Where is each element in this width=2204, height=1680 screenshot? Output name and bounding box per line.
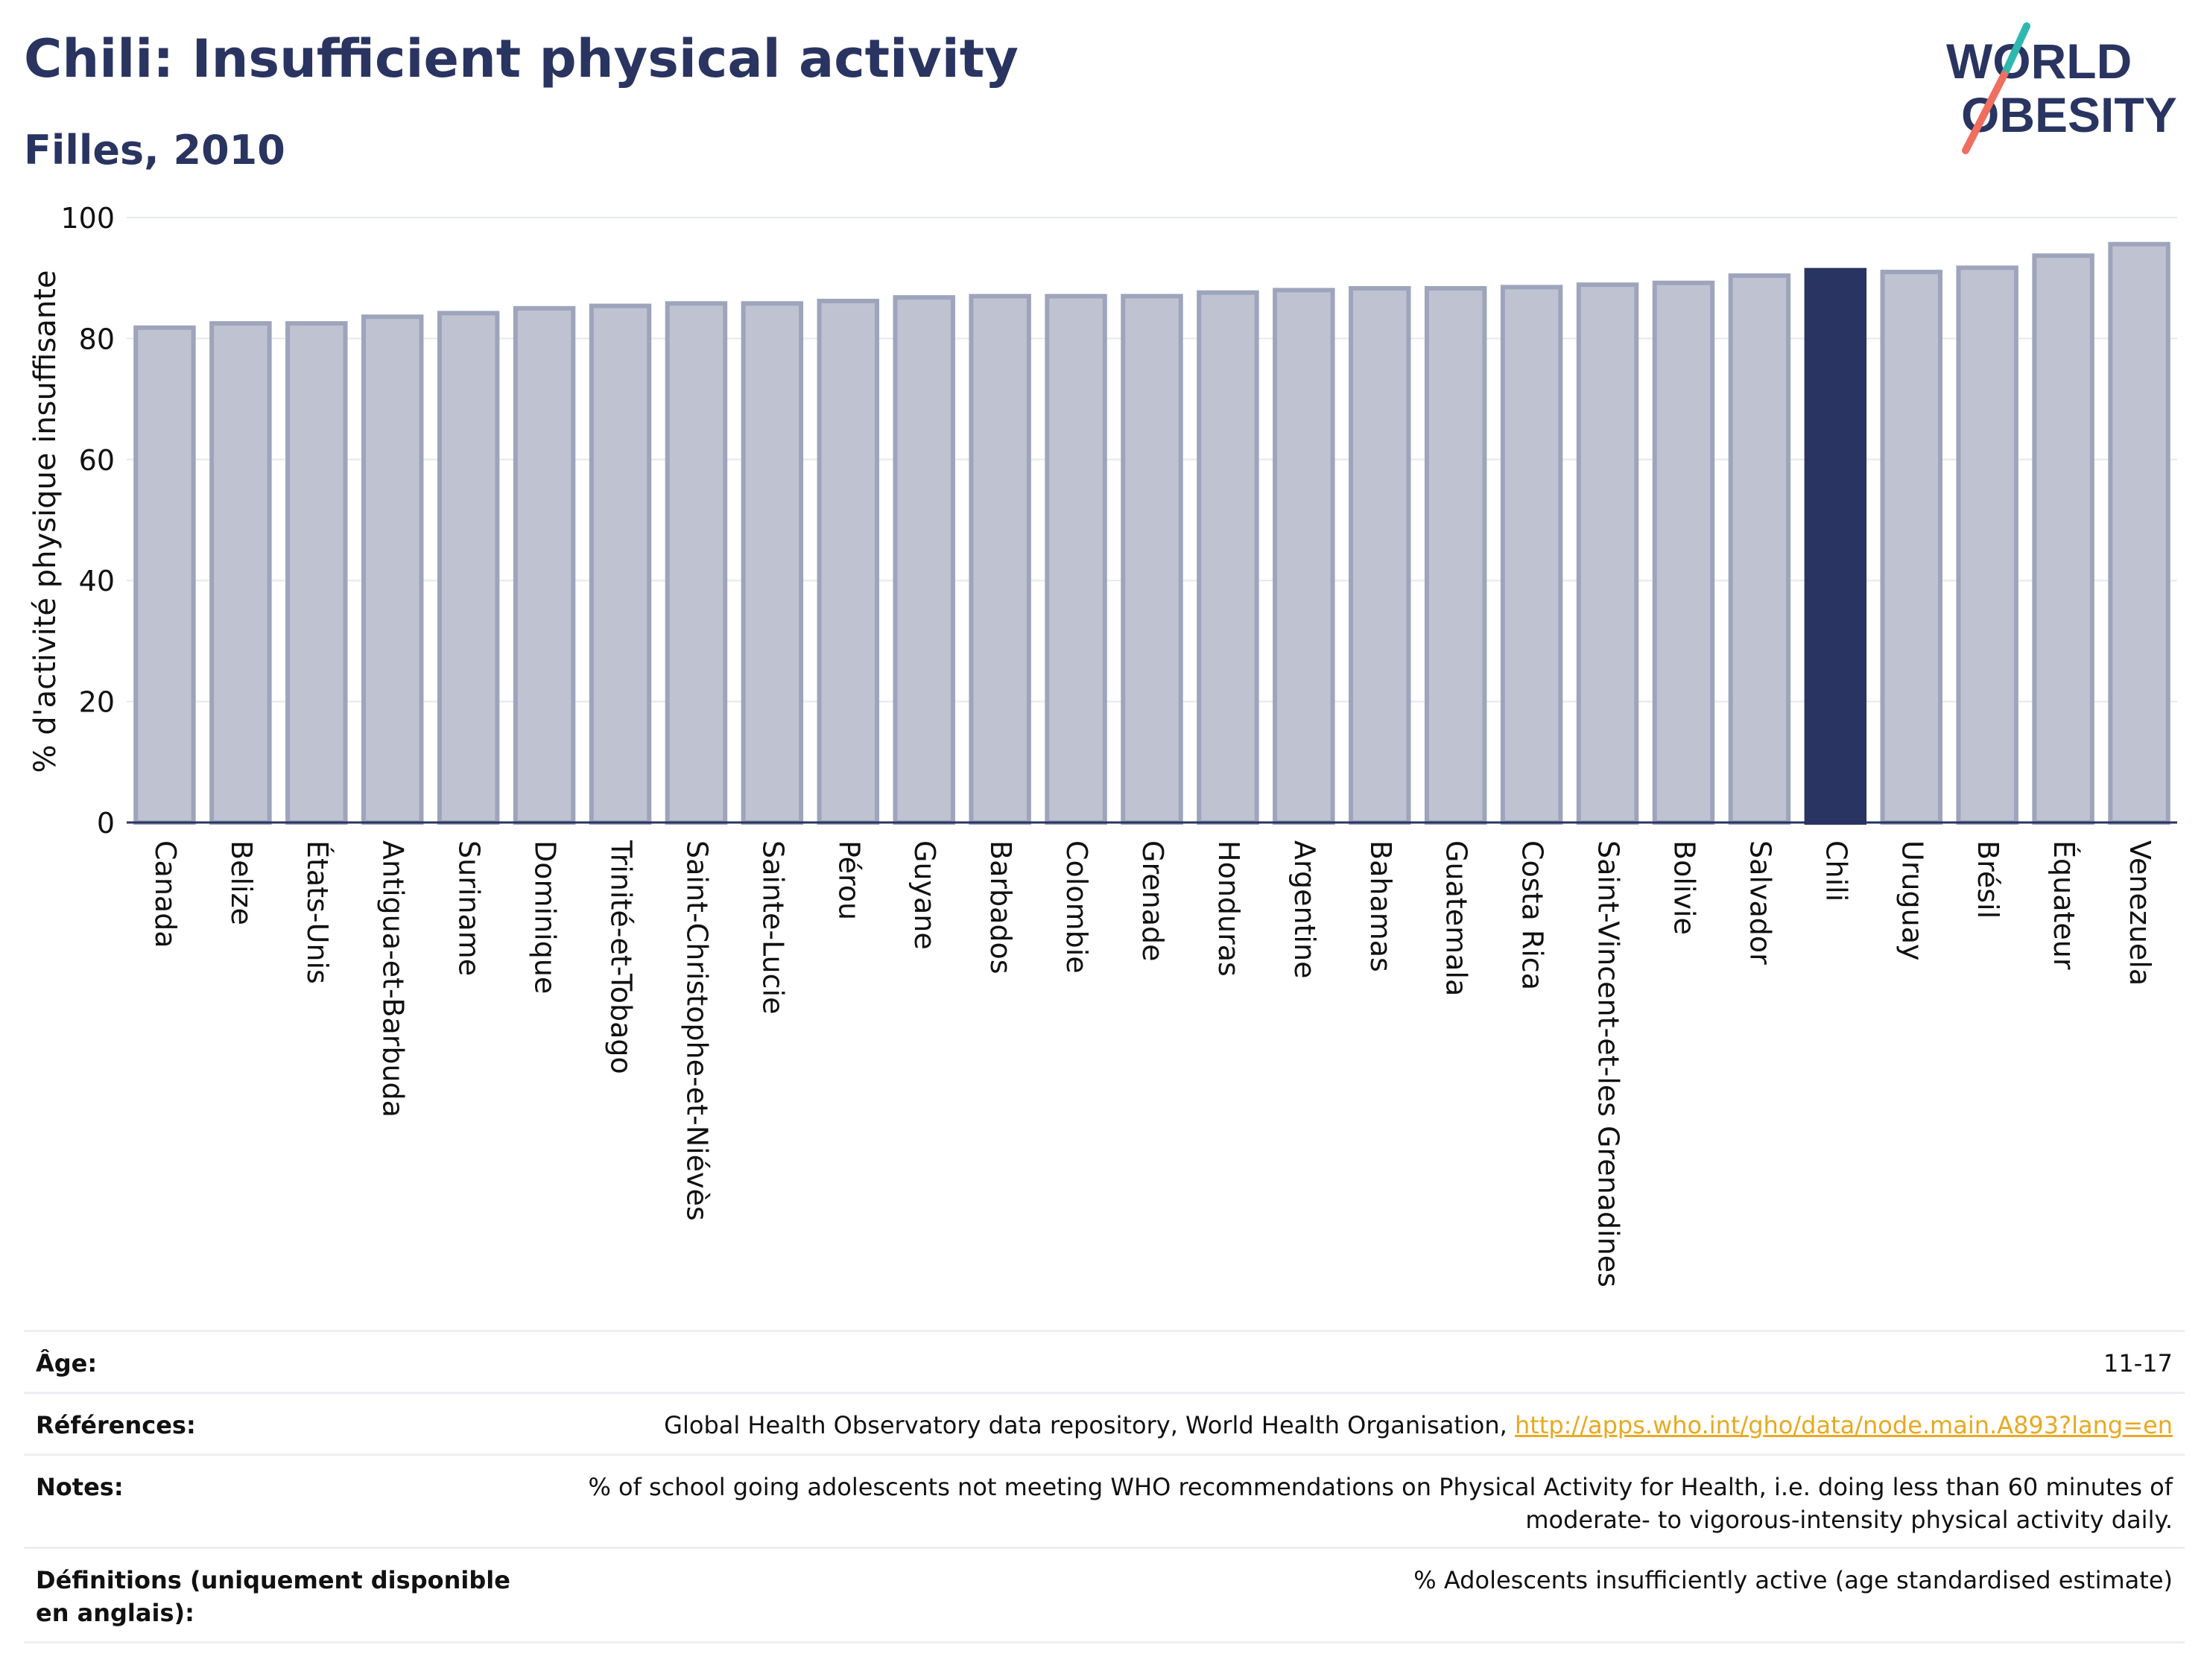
x-tick-label: Honduras xyxy=(1212,840,1245,977)
x-tick-label: Saint-Christophe-et-Niévès xyxy=(680,840,713,1221)
x-tick-label: Guyane xyxy=(908,840,941,950)
x-tick-label: Chili xyxy=(1820,840,1852,901)
x-tick-label: Belize xyxy=(225,840,258,925)
age-label: Âge: xyxy=(36,1349,98,1378)
info-row-notes: Notes: % of school going adolescents not… xyxy=(24,1454,2185,1547)
x-axis-ticks: Canada Belize États-Unis Antigua-et-Barbuda… xyxy=(149,840,2156,1287)
chart-bars xyxy=(133,241,2170,825)
references-link[interactable]: http://apps.who.int/gho/data/node.main.A… xyxy=(1514,1411,2173,1439)
y-tick-label: 20 xyxy=(79,686,115,719)
y-tick-label: 40 xyxy=(79,565,115,597)
bar-sainte-lucie xyxy=(741,301,804,825)
references-label: Références: xyxy=(36,1411,196,1439)
x-tick-label: Saint-Vincent-et-les Grenadines xyxy=(1592,840,1625,1287)
bar-canada xyxy=(133,325,196,825)
bar-venezuela xyxy=(2108,241,2170,825)
bar-grenade xyxy=(1121,294,1183,825)
y-tick-label: 60 xyxy=(79,444,115,477)
logo-line1: WORLD xyxy=(1946,34,2132,89)
bar-dominique xyxy=(513,305,576,825)
bar-bolivie xyxy=(1652,280,1715,825)
bar-belize xyxy=(209,321,272,825)
y-tick-label: 0 xyxy=(97,807,115,840)
x-tick-label: Venezuela xyxy=(2124,840,2156,986)
bar-uruguay xyxy=(1880,270,1942,825)
bar-argentine xyxy=(1273,288,1335,825)
definitions-label: Définitions (uniquement disponible en an… xyxy=(36,1566,510,1627)
bar--tats-unis xyxy=(285,321,348,825)
references-value: Global Health Observatory data repositor… xyxy=(571,1409,2173,1442)
bar-honduras xyxy=(1197,290,1259,825)
x-tick-label: Costa Rica xyxy=(1516,840,1549,990)
x-tick-label: Bolivie xyxy=(1668,840,1700,935)
x-tick-label: Équateur xyxy=(2048,840,2080,970)
bar--quateur xyxy=(2032,253,2094,825)
logo-slash-teal xyxy=(2001,22,2030,78)
age-value: 11-17 xyxy=(2103,1349,2173,1378)
notes-line2: moderate- to vigorous-intensity physical… xyxy=(1525,1506,2173,1534)
bar-barbados xyxy=(969,294,1031,825)
y-tick-label: 80 xyxy=(79,323,115,355)
definitions-value: % Adolescents insufficiently active (age… xyxy=(1413,1566,2173,1594)
bar-bahamas xyxy=(1349,286,1411,825)
notes-line1: % of school going adolescents not meetin… xyxy=(588,1473,2173,1501)
notes-value: % of school going adolescents not meetin… xyxy=(571,1471,2173,1536)
x-tick-label: Sainte-Lucie xyxy=(756,840,789,1014)
bar-chart: 0 20 40 60 80 100 Canada Belize États-Unis Antig… xyxy=(28,202,2177,1287)
x-tick-label: Bahamas xyxy=(1364,840,1397,972)
info-row-age: Âge: 11-17 xyxy=(24,1330,2185,1392)
x-tick-label: Salvador xyxy=(1744,840,1776,965)
logo-slash-coral xyxy=(1962,71,2008,154)
y-axis-label: % d'activité physique insuffisante xyxy=(28,270,63,773)
bar-saint-vincent-et-les-grenadines xyxy=(1576,282,1639,825)
x-tick-label: États-Unis xyxy=(301,840,334,984)
x-tick-label: Grenade xyxy=(1136,840,1169,961)
x-tick-label: Dominique xyxy=(529,840,562,994)
world-obesity-logo: WORLD OBESITY xyxy=(1946,22,2177,154)
bar-p-rou xyxy=(817,299,880,825)
bar-saint-christophe-et-ni-v-s xyxy=(665,301,728,825)
info-table: Âge: 11-17 Références: Global Health Obs… xyxy=(24,1330,2185,1643)
x-tick-label: Pérou xyxy=(832,840,865,920)
page-subtitle: Filles, 2010 xyxy=(24,127,285,174)
bar-guyane xyxy=(893,295,955,825)
bar-costa-rica xyxy=(1500,285,1563,825)
bar-salvador xyxy=(1728,273,1791,825)
references-text: Global Health Observatory data repositor… xyxy=(664,1411,1515,1439)
x-tick-label: Colombie xyxy=(1060,840,1093,974)
bar-guatemala xyxy=(1424,286,1487,825)
info-row-definitions: Définitions (uniquement disponible en an… xyxy=(24,1547,2185,1643)
x-tick-label: Barbados xyxy=(984,840,1017,974)
x-tick-label: Uruguay xyxy=(1896,840,1928,961)
bar-br-sil xyxy=(1956,265,2018,825)
bar-colombie xyxy=(1045,294,1107,825)
y-axis-ticks: 0 20 40 60 80 100 xyxy=(60,202,115,840)
x-tick-label: Brésil xyxy=(1972,840,2004,919)
x-tick-label: Antigua-et-Barbuda xyxy=(377,840,410,1118)
x-tick-label: Trinité-et-Tobago xyxy=(605,840,638,1074)
x-tick-label: Argentine xyxy=(1288,840,1321,978)
page-title: Chili: Insufficient physical activity xyxy=(24,28,1019,89)
x-tick-label: Guatemala xyxy=(1440,840,1473,996)
bar-chili xyxy=(1804,267,1867,825)
info-row-references: Références: Global Health Observatory da… xyxy=(24,1392,2185,1454)
x-tick-label: Canada xyxy=(149,840,182,948)
bar-suriname xyxy=(437,311,500,825)
x-tick-label: Suriname xyxy=(453,840,486,976)
bar-trinit-et-tobago xyxy=(589,303,652,825)
bar-antigua-et-barbuda xyxy=(361,314,424,825)
notes-label: Notes: xyxy=(36,1473,124,1501)
y-tick-label: 100 xyxy=(60,202,115,235)
